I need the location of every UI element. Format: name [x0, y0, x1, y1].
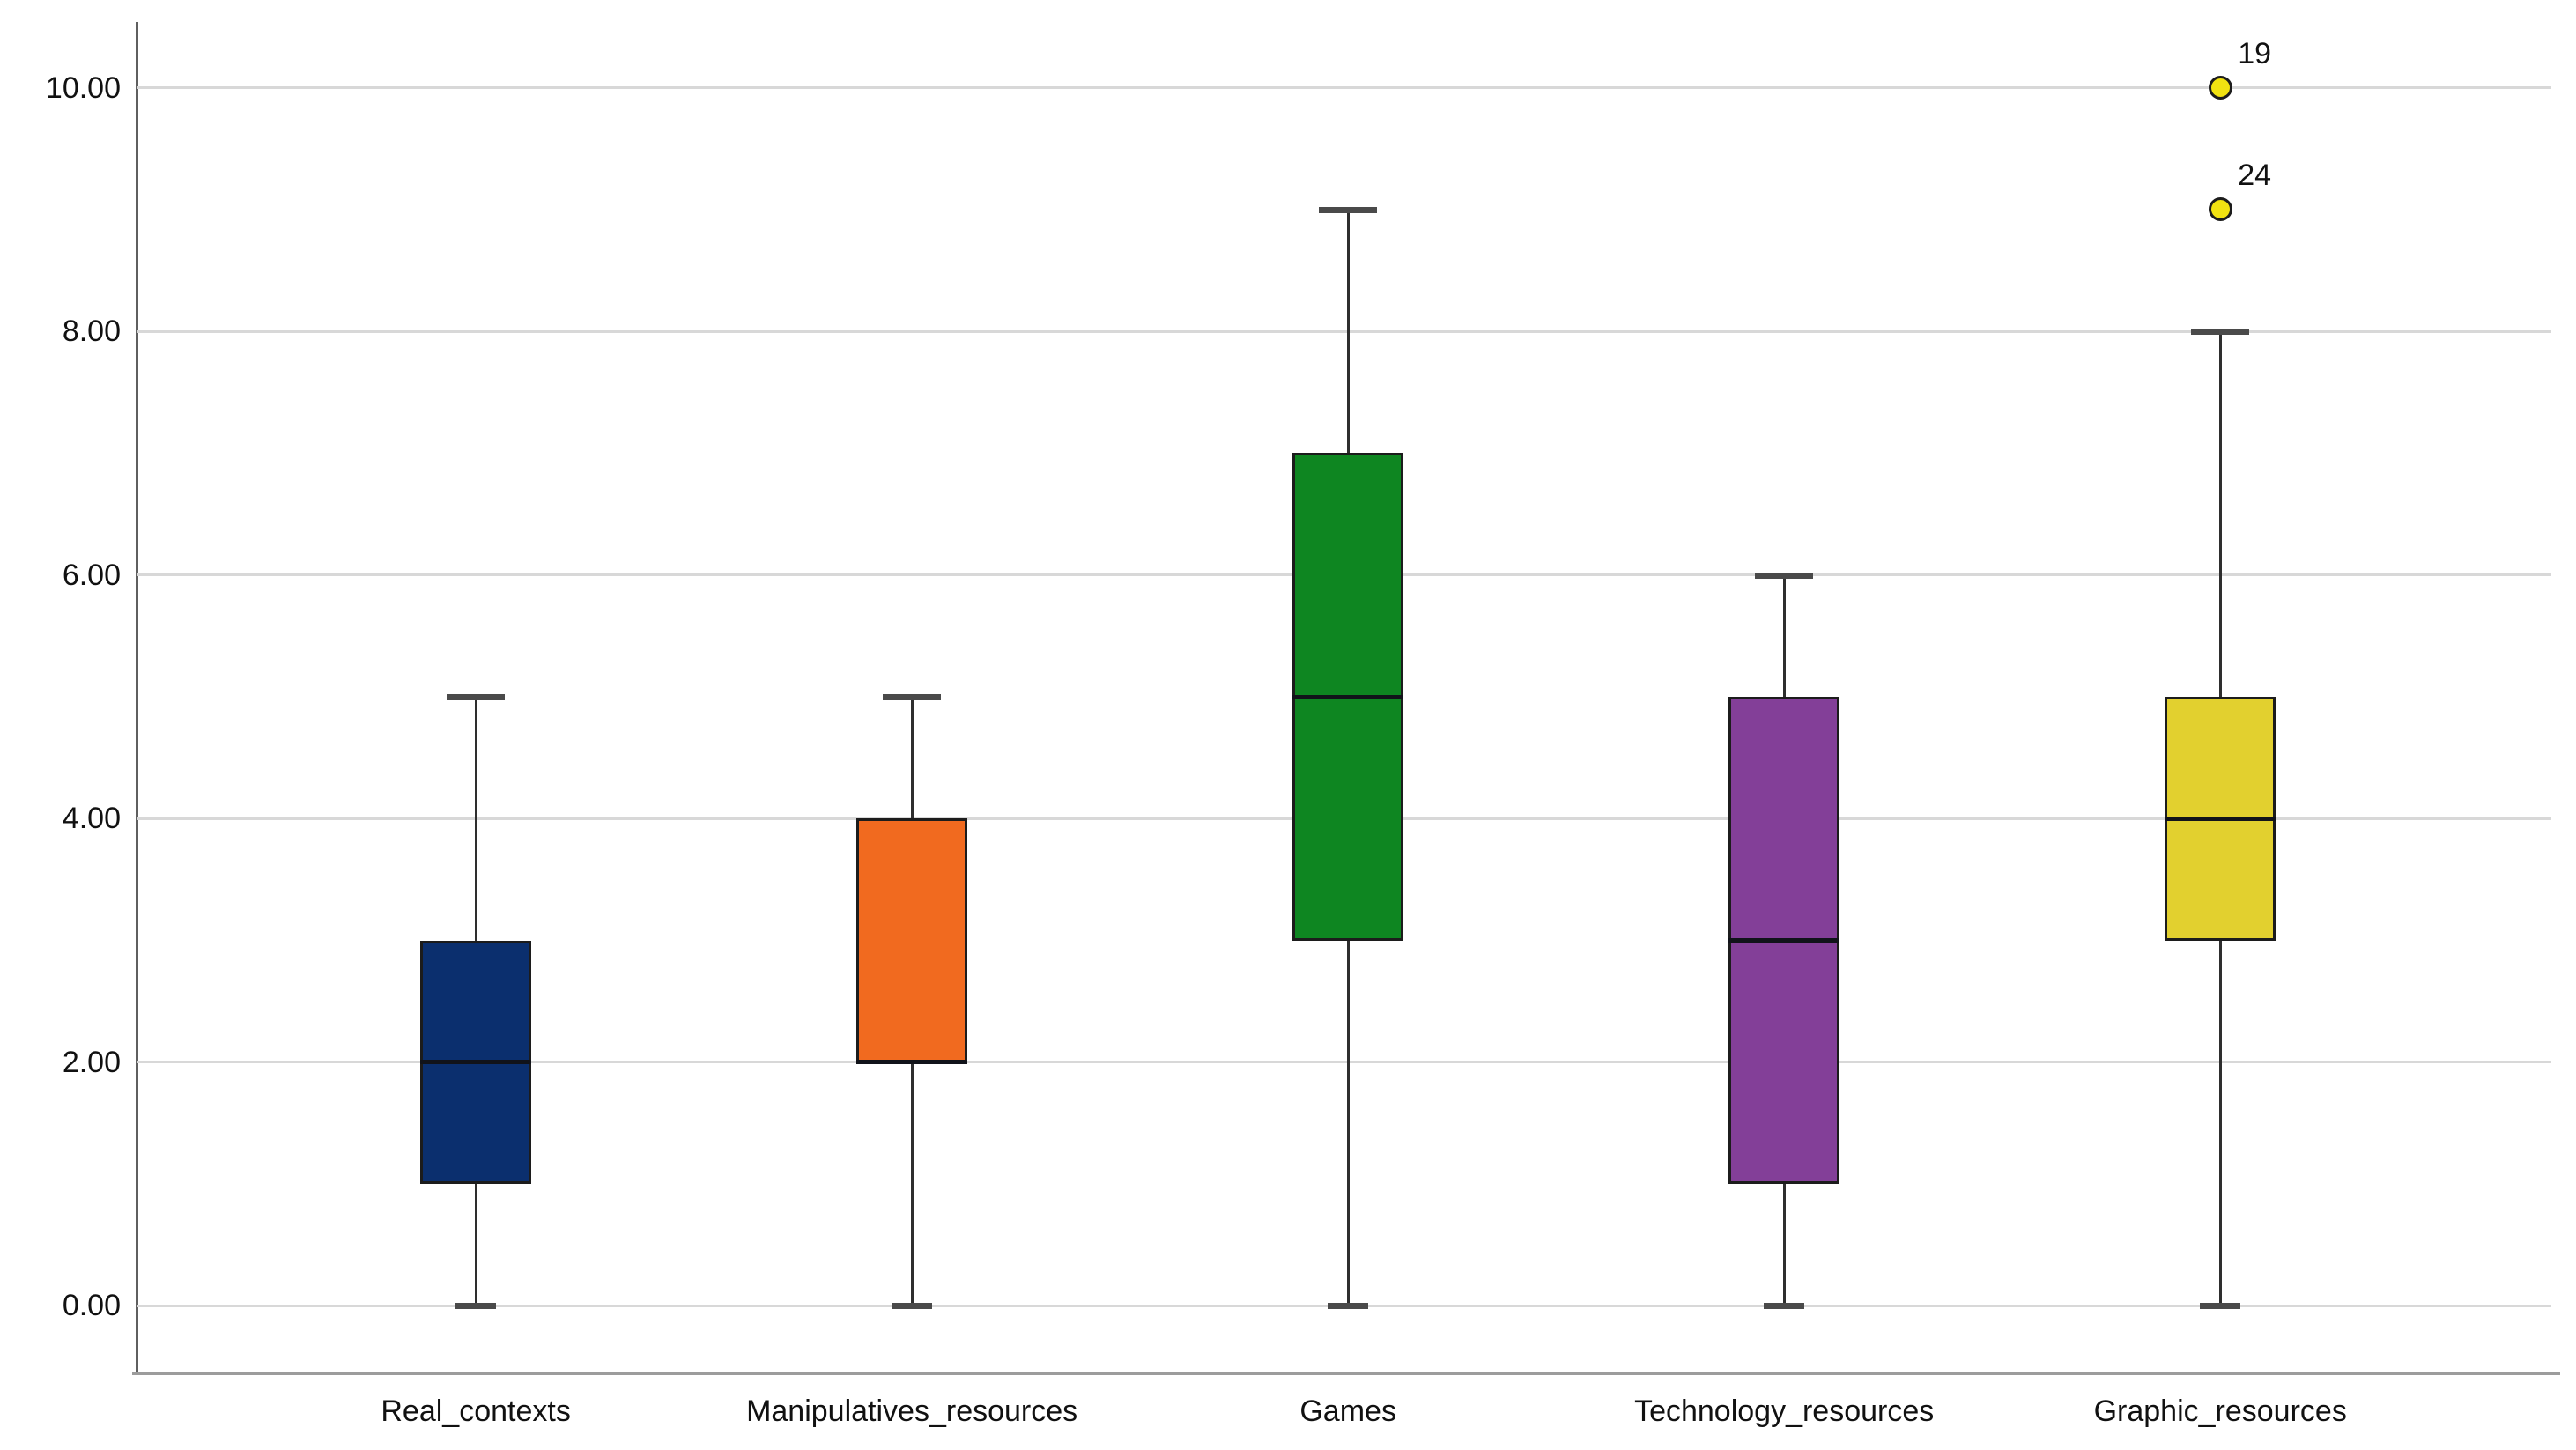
box-manipulatives_resources [856, 818, 968, 1062]
whisker-cap-bottom-graphic_resources [2200, 1303, 2241, 1310]
median-line-games [1292, 694, 1404, 699]
x-axis-label-real_contexts: Real_contexts [381, 1395, 571, 1428]
whisker-cap-top-real_contexts [447, 694, 506, 700]
median-line-real_contexts [420, 1060, 532, 1065]
y-tick-label-2.00: 2.00 [62, 1045, 121, 1079]
x-axis-label-technology_resources: Technology_resources [1634, 1395, 1935, 1428]
x-axis-label-manipulatives_resources: Manipulatives_resources [746, 1395, 1078, 1428]
whisker-cap-top-technology_resources [1755, 572, 1814, 579]
y-tick-label-6.00: 6.00 [62, 558, 121, 592]
outlier-label-19: 19 [2238, 36, 2272, 70]
x-axis-label-graphic_resources: Graphic_resources [2093, 1395, 2347, 1428]
whisker-cap-bottom-technology_resources [1764, 1303, 1805, 1310]
y-axis-line [136, 22, 138, 1372]
y-tick-label-4.00: 4.00 [62, 802, 121, 836]
whisker-cap-bottom-manipulatives_resources [892, 1303, 933, 1310]
gridline-10 [137, 86, 2551, 90]
outlier-label-24: 24 [2238, 158, 2272, 192]
median-line-graphic_resources [2165, 816, 2276, 821]
whisker-cap-top-graphic_resources [2191, 329, 2250, 336]
y-tick-label-0.00: 0.00 [62, 1289, 121, 1323]
median-line-technology_resources [1728, 938, 1840, 943]
gridline-8 [137, 329, 2551, 333]
x-axis-line [132, 1372, 2560, 1375]
plot-area: 24 19 [137, 22, 2551, 1372]
whisker-cap-top-games [1319, 206, 1378, 213]
median-line-manipulatives_resources [856, 1060, 968, 1065]
outlier-point-graphic_resources-19 [2208, 76, 2232, 100]
y-tick-label-8.00: 8.00 [62, 314, 121, 349]
y-tick-label-10.00: 10.00 [45, 70, 121, 105]
whisker-cap-bottom-games [1328, 1303, 1369, 1310]
outlier-point-graphic_resources-24 [2208, 197, 2232, 222]
whisker-cap-top-manipulatives_resources [883, 694, 942, 700]
x-axis-label-games: Games [1299, 1395, 1396, 1428]
whisker-cap-bottom-real_contexts [455, 1303, 497, 1310]
